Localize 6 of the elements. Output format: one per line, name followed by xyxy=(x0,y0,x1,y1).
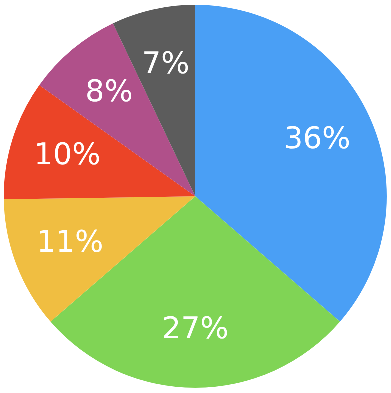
data-label: 11% xyxy=(36,225,104,260)
data-label: 36% xyxy=(284,122,351,157)
data-label: 27% xyxy=(162,311,229,346)
data-label: 7% xyxy=(142,46,190,82)
data-label: 8% xyxy=(86,74,134,110)
data-label: 10% xyxy=(34,137,101,172)
